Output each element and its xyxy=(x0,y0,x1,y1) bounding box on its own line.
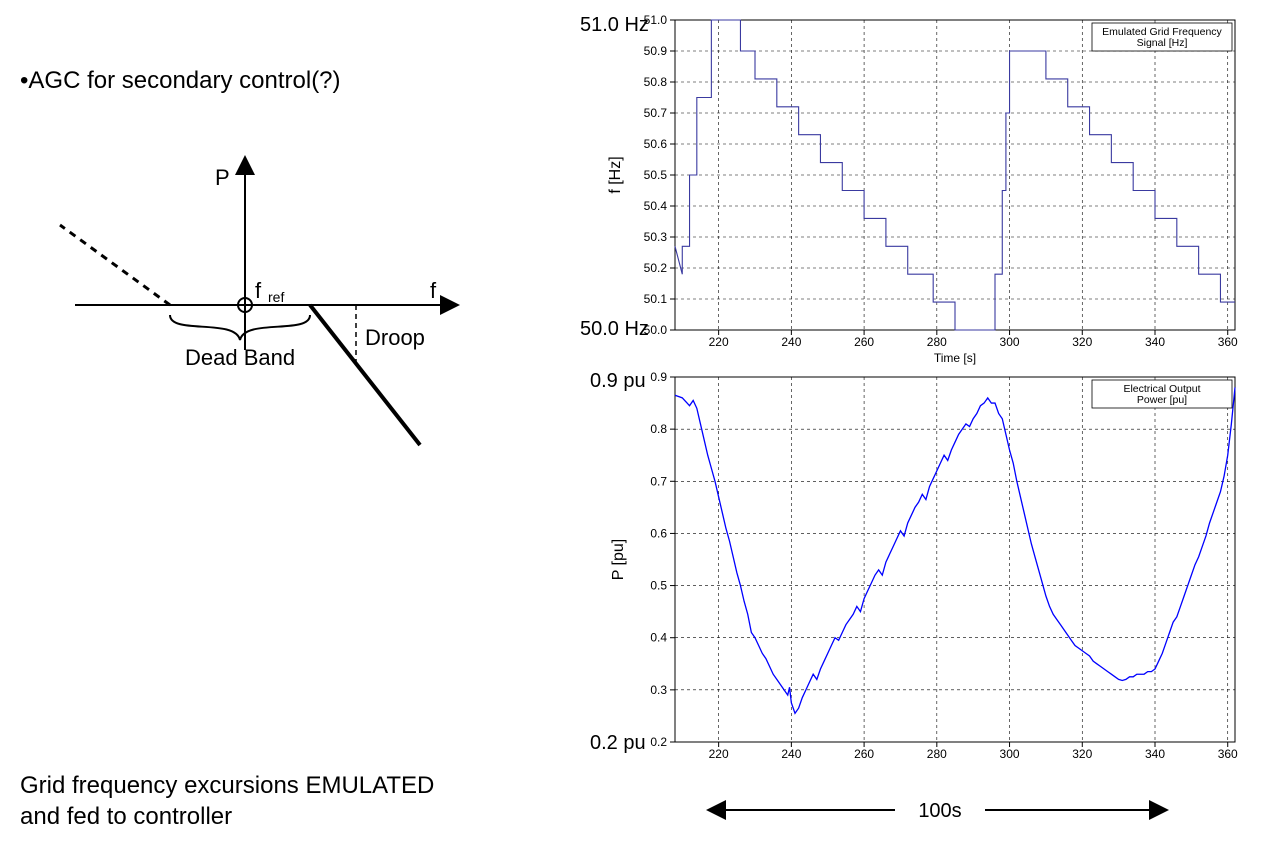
svg-text:50.7: 50.7 xyxy=(644,106,668,120)
svg-text:50.4: 50.4 xyxy=(644,199,668,213)
svg-text:280: 280 xyxy=(927,335,947,349)
svg-text:0.7: 0.7 xyxy=(650,474,667,488)
svg-text:340: 340 xyxy=(1145,335,1165,349)
time-span-label: 100s xyxy=(918,800,961,822)
bottom-chart: 220 240 260 280 300 320 340 360 0.2 0.3 0.4 0.5 0.6 0… xyxy=(580,362,1260,782)
svg-text:280: 280 xyxy=(927,747,947,761)
label-fref: f xyxy=(255,278,262,303)
label-f: f xyxy=(430,278,437,303)
label-deadband: Dead Band xyxy=(185,345,295,370)
top-chart-ext-top: 51.0 Hz xyxy=(580,12,649,38)
svg-text:360: 360 xyxy=(1218,335,1238,349)
top-chart-ext-bottom: 50.0 Hz xyxy=(580,316,649,342)
bottom-chart-ext-top: 0.9 pu xyxy=(590,368,646,394)
bottom-text: Grid frequency excursions EMULATED and f… xyxy=(20,770,434,832)
svg-text:340: 340 xyxy=(1145,747,1165,761)
bot-ext-bot-val: 0.2 pu xyxy=(590,732,646,754)
svg-text:320: 320 xyxy=(1072,747,1092,761)
svg-text:P [pu]: P [pu] xyxy=(610,539,627,581)
svg-text:50.5: 50.5 xyxy=(644,168,668,182)
svg-text:0.6: 0.6 xyxy=(650,526,667,540)
bottom-text-line1: Grid frequency excursions EMULATED xyxy=(20,772,434,799)
bottom-text-line2: and fed to controller xyxy=(20,803,232,830)
svg-text:360: 360 xyxy=(1218,747,1238,761)
time-span-arrow: 100s xyxy=(695,790,1255,830)
svg-text:240: 240 xyxy=(781,747,801,761)
svg-text:50.9: 50.9 xyxy=(644,44,668,58)
label-fref-sub: ref xyxy=(268,289,284,305)
svg-text:320: 320 xyxy=(1072,335,1092,349)
top-chart: 22024026028030032034036050.050.150.250.3… xyxy=(580,5,1260,365)
svg-text:300: 300 xyxy=(1000,747,1020,761)
svg-text:0.4: 0.4 xyxy=(650,631,667,645)
svg-text:0.9: 0.9 xyxy=(650,370,667,384)
svg-text:50.3: 50.3 xyxy=(644,230,668,244)
svg-text:0.3: 0.3 xyxy=(650,683,667,697)
svg-text:0.8: 0.8 xyxy=(650,422,667,436)
svg-text:50.6: 50.6 xyxy=(644,137,668,151)
top-ext-top-val: 51.0 Hz xyxy=(580,14,649,36)
label-droop: Droop xyxy=(365,325,425,350)
bottom-chart-ext-bottom: 0.2 pu xyxy=(590,730,646,756)
bot-ext-top-val: 0.9 pu xyxy=(590,370,646,392)
svg-text:0.2: 0.2 xyxy=(650,735,667,749)
bullet-text-content: •AGC for secondary control(?) xyxy=(20,67,341,94)
svg-text:260: 260 xyxy=(854,747,874,761)
svg-text:Signal [Hz]: Signal [Hz] xyxy=(1137,37,1188,49)
label-P: P xyxy=(215,165,230,190)
svg-text:50.1: 50.1 xyxy=(644,292,668,306)
svg-text:50.2: 50.2 xyxy=(644,261,668,275)
svg-text:300: 300 xyxy=(1000,335,1020,349)
svg-text:Power [pu]: Power [pu] xyxy=(1137,394,1187,406)
svg-text:50.8: 50.8 xyxy=(644,75,668,89)
svg-text:220: 220 xyxy=(709,747,729,761)
page: •AGC for secondary control(?) P f f re xyxy=(0,0,1281,845)
top-ext-bot-val: 50.0 Hz xyxy=(580,318,649,340)
bullet-text: •AGC for secondary control(?) xyxy=(20,65,341,96)
svg-text:240: 240 xyxy=(781,335,801,349)
svg-text:220: 220 xyxy=(709,335,729,349)
svg-text:0.5: 0.5 xyxy=(650,579,667,593)
svg-text:f [Hz]: f [Hz] xyxy=(607,156,624,193)
svg-text:260: 260 xyxy=(854,335,874,349)
droop-diagram: P f f ref Dead Band Droop xyxy=(40,150,490,500)
